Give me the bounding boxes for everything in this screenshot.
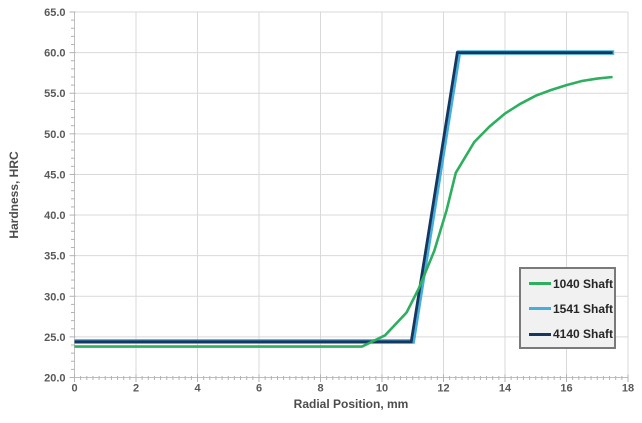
y-tick-label: 30.0 xyxy=(44,291,65,303)
x-tick-label: 2 xyxy=(133,383,139,395)
y-tick-label: 55.0 xyxy=(44,88,65,100)
legend-line-swatch-4140 xyxy=(529,332,551,336)
legend-line-swatch-1040 xyxy=(529,282,551,286)
y-tick-label: 65.0 xyxy=(44,7,65,19)
x-tick-label: 6 xyxy=(256,383,262,395)
legend-label-1040: 1040 Shaft xyxy=(553,276,614,291)
y-tick-label: 25.0 xyxy=(44,332,65,344)
x-axis-title: Radial Position, mm xyxy=(293,397,409,411)
y-axis-title: Hardness, HRC xyxy=(7,151,21,239)
x-tick-label: 4 xyxy=(194,383,201,395)
x-tick-label: 12 xyxy=(437,383,449,395)
y-tick-label: 45.0 xyxy=(44,169,65,181)
series-line-4140-shaft xyxy=(74,51,613,344)
x-tick-label: 10 xyxy=(376,383,388,395)
series-line-1040-shaft xyxy=(74,75,613,348)
x-tick-label: 8 xyxy=(317,383,323,395)
legend-label-1541: 1541 Shaft xyxy=(553,301,614,316)
legend-item-4140-shaft: 4140 Shaft xyxy=(529,322,614,347)
y-tick-label: 60.0 xyxy=(44,48,65,60)
x-tick-label: 14 xyxy=(499,383,512,395)
y-tick-label: 35.0 xyxy=(44,251,65,263)
legend-line-swatch-1541 xyxy=(529,307,551,311)
x-tick-label: 16 xyxy=(560,383,572,395)
y-tick-label: 40.0 xyxy=(44,210,65,222)
y-tick-label: 50.0 xyxy=(44,129,65,141)
legend-item-1040-shaft: 1040 Shaft xyxy=(529,271,614,296)
legend-item-1541-shaft: 1541 Shaft xyxy=(529,296,614,321)
x-tick-label: 18 xyxy=(622,383,634,395)
y-tick-label: 20.0 xyxy=(44,373,65,385)
x-tick-label: 0 xyxy=(71,383,77,395)
legend-label-4140: 4140 Shaft xyxy=(553,327,614,342)
legend: 1040 Shaft 1541 Shaft 4140 Shaft xyxy=(519,267,616,349)
